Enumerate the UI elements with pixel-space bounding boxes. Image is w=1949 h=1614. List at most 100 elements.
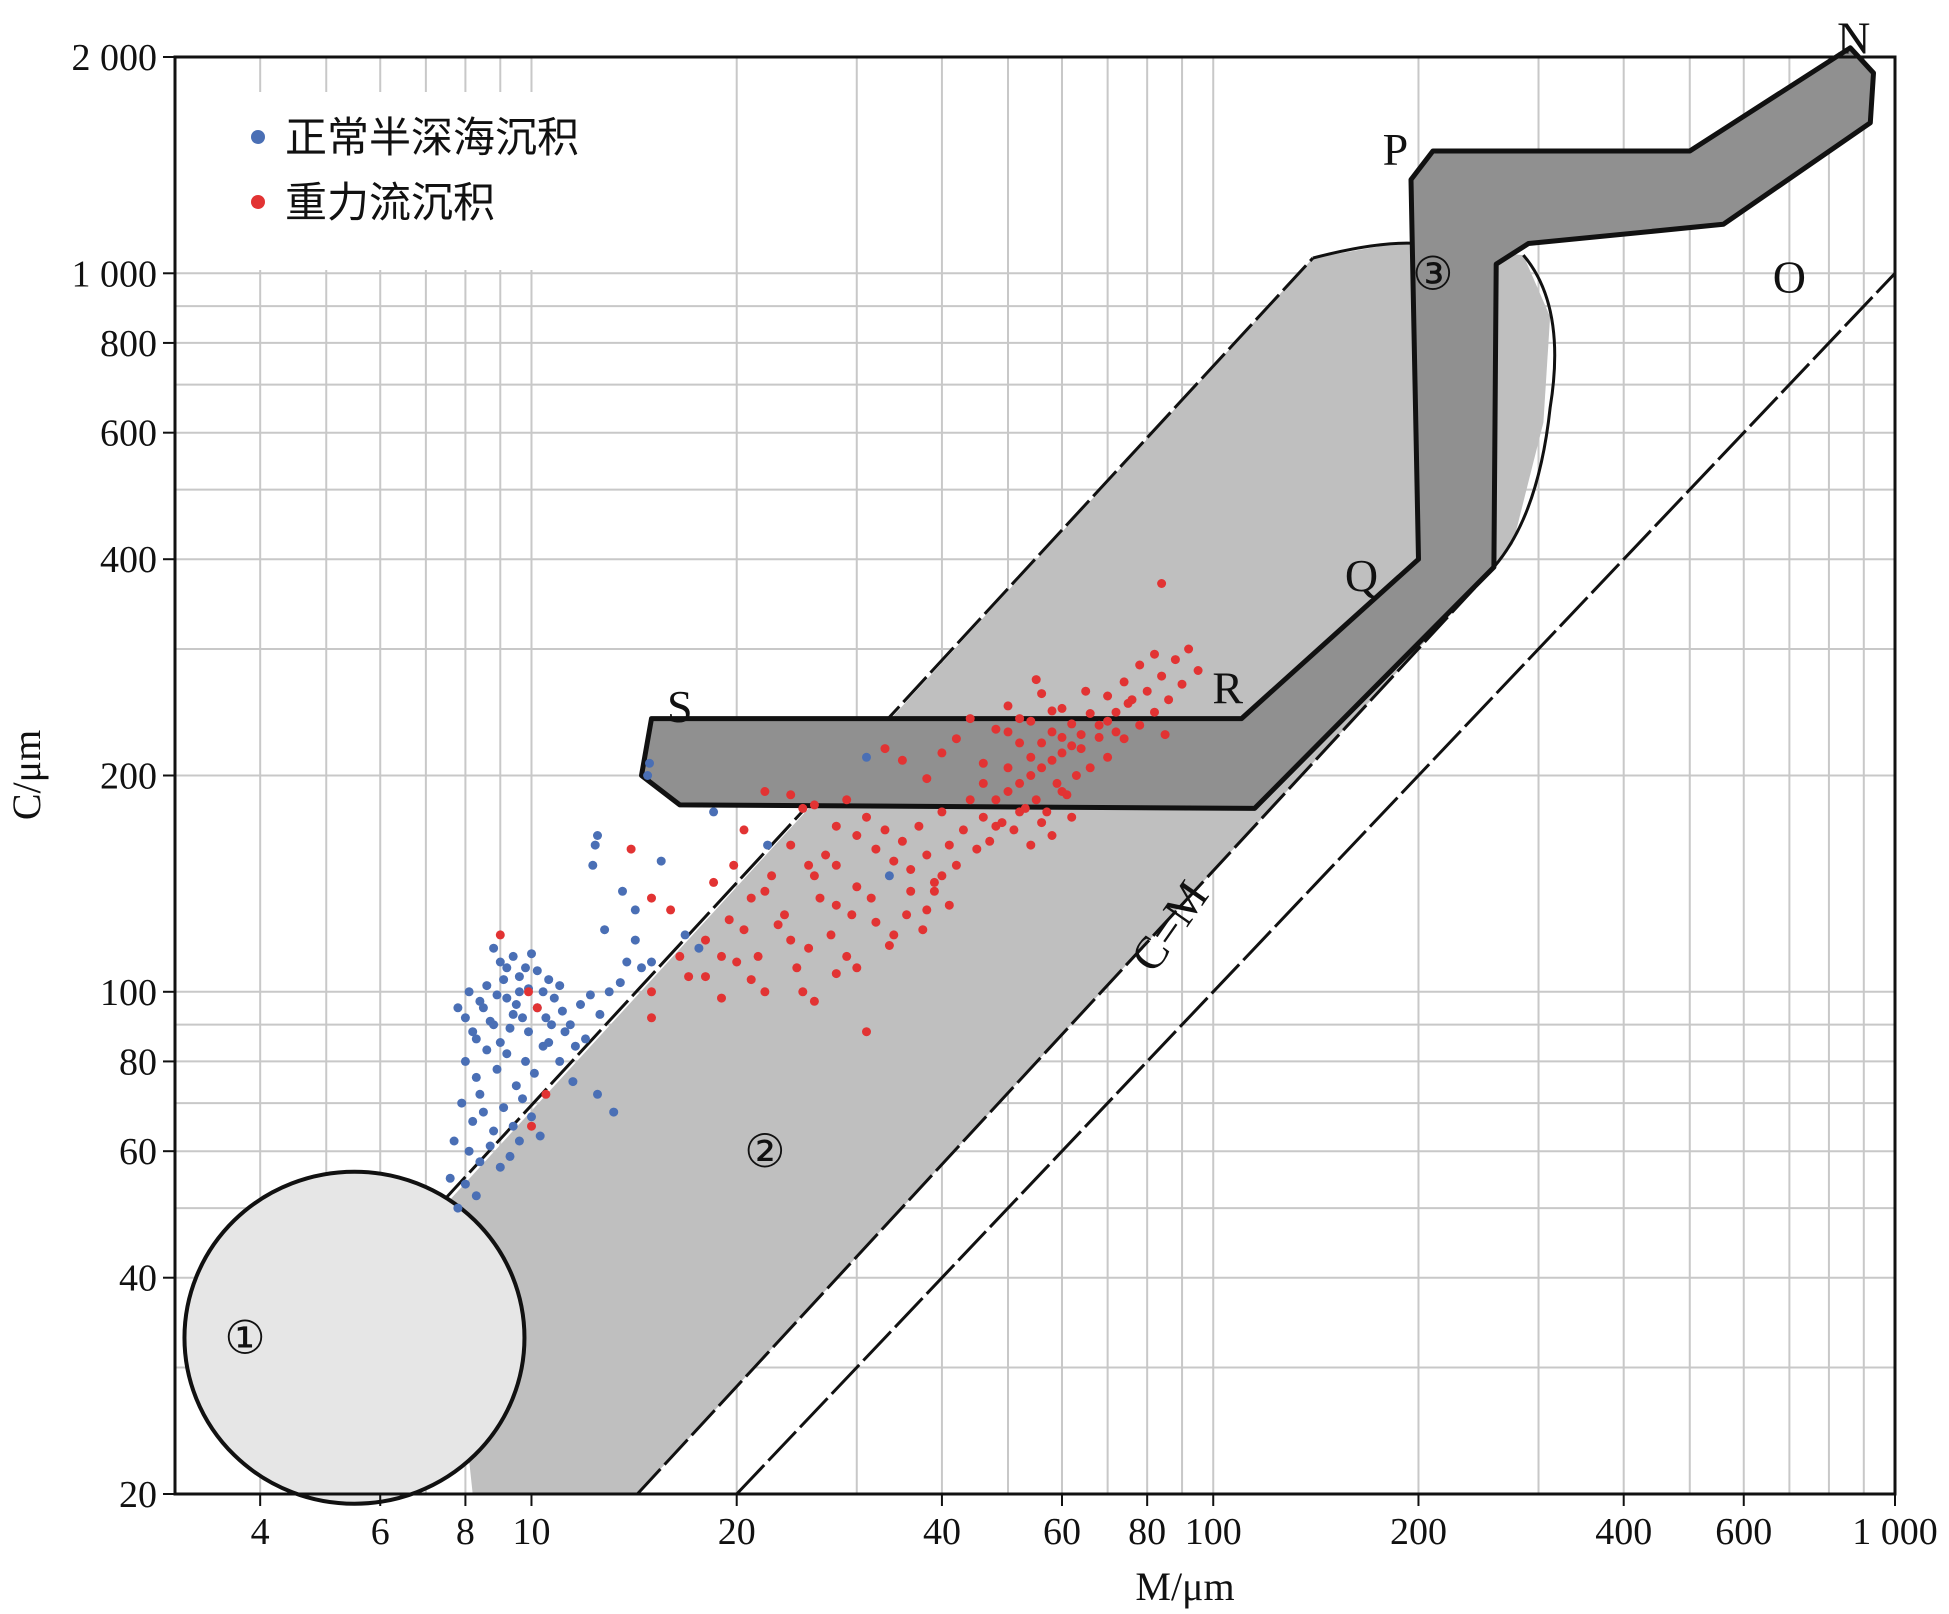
point-gravity-flow <box>724 915 734 925</box>
point-normal-hemipelagic <box>505 1023 515 1033</box>
zones <box>182 45 1876 1506</box>
point-normal-hemipelagic <box>460 1179 470 1189</box>
point-normal-hemipelagic <box>630 935 640 945</box>
y-tick-label: 2 000 <box>72 37 158 79</box>
point-normal-hemipelagic <box>492 990 502 1000</box>
point-normal-hemipelagic <box>557 1006 567 1016</box>
point-normal-hemipelagic <box>485 1141 495 1151</box>
point-normal-hemipelagic <box>555 981 565 991</box>
point-gravity-flow <box>701 935 710 945</box>
point-gravity-flow <box>1047 831 1057 840</box>
point-gravity-flow <box>929 877 939 887</box>
point-normal-hemipelagic <box>511 1081 521 1091</box>
point-normal-hemipelagic <box>471 1034 481 1044</box>
point-gravity-flow <box>1103 691 1113 701</box>
point-gravity-flow <box>937 807 947 817</box>
point-gravity-flow <box>826 930 836 940</box>
point-gravity-flow <box>958 825 968 835</box>
y-tick-label: 400 <box>100 539 157 581</box>
zone-2-area <box>442 243 1551 1494</box>
point-gravity-flow <box>1057 703 1067 713</box>
point-gravity-flow <box>1003 763 1013 773</box>
point-gravity-flow <box>1177 679 1187 689</box>
legend-marker-blue <box>251 130 265 144</box>
point-normal-hemipelagic <box>489 1126 499 1136</box>
x-tick-label: 10 <box>512 1511 550 1553</box>
point-gravity-flow <box>918 925 928 935</box>
point-gravity-flow <box>1094 720 1104 730</box>
point-normal-hemipelagic <box>604 987 614 997</box>
point-normal-hemipelagic <box>502 1049 512 1059</box>
point-gravity-flow <box>760 886 770 896</box>
point-gravity-flow <box>1009 825 1019 835</box>
x-tick-label: 8 <box>456 1511 475 1553</box>
point-gravity-flow <box>991 821 1001 831</box>
point-gravity-flow <box>647 987 656 997</box>
segment-label-n: N <box>1837 12 1870 63</box>
x-tick-label: 20 <box>718 1511 756 1553</box>
ticks: 4 6 8 10 20 40 60 80 100 200 400 600 1 000 20 40 60 80 10… <box>72 37 1938 1553</box>
point-normal-hemipelagic <box>588 860 598 870</box>
point-normal-hemipelagic <box>609 1107 619 1117</box>
point-normal-hemipelagic <box>453 1203 463 1213</box>
point-normal-hemipelagic <box>482 981 492 991</box>
legend: 正常半深海沉积 重力流沉积 <box>205 92 655 270</box>
segment-label-p: P <box>1383 124 1409 175</box>
point-gravity-flow <box>1037 738 1047 748</box>
point-gravity-flow <box>831 860 841 870</box>
point-normal-hemipelagic <box>535 1131 545 1141</box>
point-gravity-flow <box>978 778 988 788</box>
point-normal-hemipelagic <box>478 1003 488 1013</box>
point-gravity-flow <box>1076 744 1086 754</box>
segment-label-r: R <box>1212 663 1243 714</box>
point-normal-hemipelagic <box>445 1173 455 1183</box>
point-gravity-flow <box>889 930 899 940</box>
point-gravity-flow <box>1037 689 1047 699</box>
point-gravity-flow <box>842 795 852 805</box>
x-axis-label: M/μm <box>1135 1564 1234 1609</box>
point-normal-hemipelagic <box>532 966 542 976</box>
point-gravity-flow <box>1111 707 1121 717</box>
point-normal-hemipelagic <box>527 1112 536 1122</box>
segment-label-o: O <box>1773 251 1806 302</box>
point-gravity-flow <box>626 844 636 854</box>
point-gravity-flow <box>1103 752 1113 762</box>
legend-box <box>205 92 655 270</box>
point-gravity-flow <box>951 860 961 870</box>
point-gravity-flow <box>866 893 876 903</box>
y-tick-label: 40 <box>119 1258 157 1300</box>
point-gravity-flow <box>922 850 932 860</box>
point-normal-hemipelagic <box>518 1013 527 1023</box>
point-gravity-flow <box>760 787 770 796</box>
point-gravity-flow <box>1142 686 1152 696</box>
point-gravity-flow <box>991 724 1001 734</box>
point-gravity-flow <box>809 996 819 1006</box>
point-normal-hemipelagic <box>549 993 559 1003</box>
point-gravity-flow <box>978 758 988 768</box>
point-gravity-flow <box>1135 660 1145 670</box>
y-tick-label: 80 <box>119 1041 157 1083</box>
zone-3-band <box>639 45 1876 811</box>
point-gravity-flow <box>914 821 924 831</box>
zone-1-label: ① <box>224 1313 265 1364</box>
point-gravity-flow <box>1111 727 1121 737</box>
point-normal-hemipelagic <box>508 951 518 961</box>
point-normal-hemipelagic <box>495 1038 505 1047</box>
point-gravity-flow <box>1119 734 1129 744</box>
point-gravity-flow <box>871 917 881 927</box>
point-gravity-flow <box>1047 755 1057 765</box>
point-normal-hemipelagic <box>524 1027 533 1037</box>
point-gravity-flow <box>871 844 881 854</box>
point-gravity-flow <box>1003 787 1013 796</box>
point-normal-hemipelagic <box>495 1162 505 1172</box>
point-gravity-flow <box>1042 807 1052 817</box>
point-gravity-flow <box>1031 795 1041 805</box>
point-gravity-flow <box>804 943 814 953</box>
point-gravity-flow <box>739 825 749 835</box>
y-tick-label: 100 <box>100 972 157 1014</box>
point-gravity-flow <box>815 893 825 903</box>
zone-2-lower-edge <box>636 566 1495 1496</box>
point-gravity-flow <box>717 951 726 961</box>
point-gravity-flow <box>684 972 694 982</box>
point-normal-hemipelagic <box>527 949 536 959</box>
